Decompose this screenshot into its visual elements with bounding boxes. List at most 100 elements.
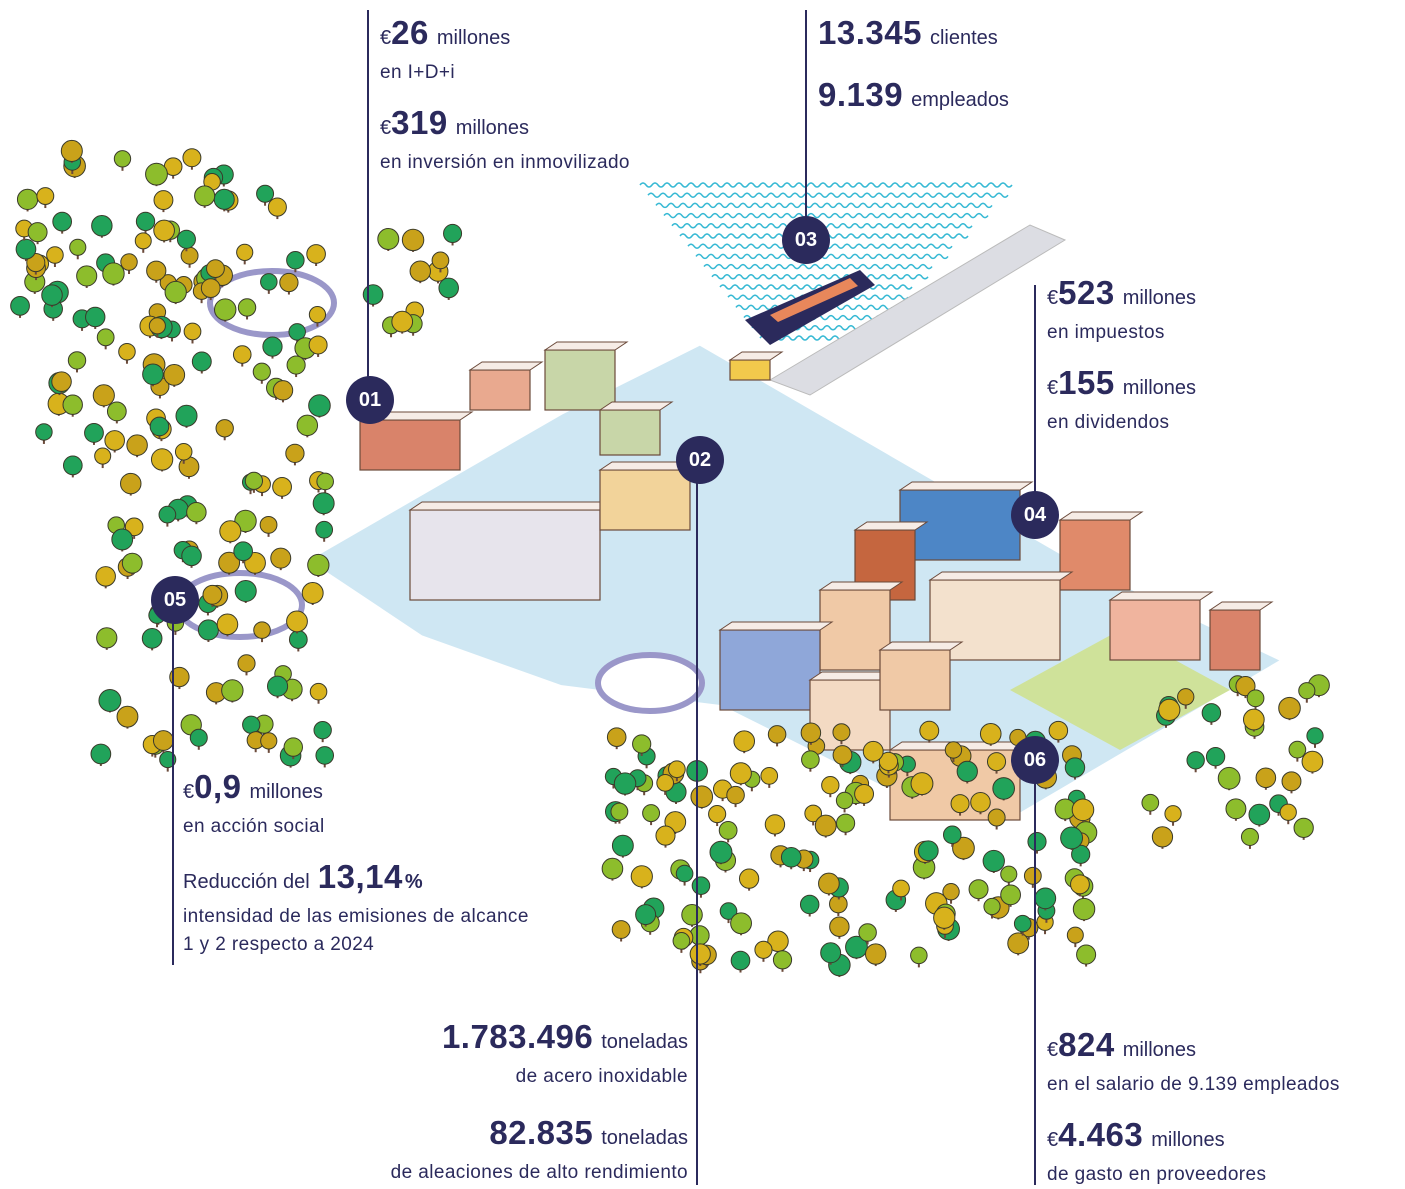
currency-symbol: € <box>183 781 194 803</box>
stat-description: de gasto en proveedores <box>1047 1161 1266 1189</box>
wave <box>640 183 1012 187</box>
tree <box>17 189 37 209</box>
wave <box>712 275 928 279</box>
building <box>360 420 460 470</box>
tree <box>314 721 331 738</box>
tree <box>980 723 1001 744</box>
tree <box>866 944 886 964</box>
building <box>730 360 770 380</box>
building-roof <box>470 362 542 370</box>
tree <box>313 493 334 514</box>
tree <box>1178 689 1194 705</box>
water <box>640 183 1012 340</box>
tree <box>268 198 286 216</box>
tree <box>217 614 238 635</box>
tree <box>92 216 112 236</box>
stat-headline: €4.463millones <box>1047 1116 1266 1161</box>
tree <box>1067 927 1083 943</box>
tree <box>63 456 82 475</box>
tree <box>273 381 292 400</box>
tree <box>121 473 141 493</box>
tree <box>117 706 138 727</box>
tree <box>187 502 206 521</box>
marker-label: 05 <box>164 589 186 611</box>
tree <box>280 273 298 291</box>
tree <box>1279 697 1301 719</box>
building <box>600 410 660 455</box>
tree <box>233 346 251 364</box>
tree <box>673 933 690 950</box>
tree <box>260 516 277 533</box>
tree <box>444 224 462 242</box>
tree <box>243 716 260 733</box>
tree <box>934 907 955 928</box>
tree <box>945 742 961 758</box>
tree <box>1282 772 1301 791</box>
tree <box>190 729 207 746</box>
tree <box>657 775 674 792</box>
tree <box>122 553 142 573</box>
tree <box>988 809 1005 826</box>
tree <box>42 285 63 306</box>
tree <box>316 521 333 538</box>
building-roof <box>1210 602 1272 610</box>
building <box>1210 610 1260 670</box>
tree <box>920 721 939 740</box>
tree <box>147 261 166 280</box>
wave <box>648 193 1008 197</box>
tree <box>263 337 282 356</box>
tree <box>1307 728 1323 744</box>
marker-badge: 01 <box>346 376 394 424</box>
stat-value: 82.835 <box>489 1114 593 1151</box>
building-roof <box>930 572 1072 580</box>
tree <box>146 163 168 185</box>
currency-symbol: € <box>1047 287 1058 309</box>
stat-description: en I+D+i <box>380 59 510 87</box>
building-roof <box>720 622 832 630</box>
tree <box>308 554 329 575</box>
tree <box>86 307 105 326</box>
tree <box>136 212 154 230</box>
tree <box>97 329 114 346</box>
tree <box>690 944 710 964</box>
tree <box>761 768 778 785</box>
tree <box>1152 827 1172 847</box>
wave <box>704 265 932 269</box>
tree <box>207 260 225 278</box>
tree <box>70 239 86 255</box>
stat-unit: millones <box>1151 1129 1224 1151</box>
tree <box>201 279 220 298</box>
stat-description: en acción social <box>183 813 325 841</box>
tree <box>855 784 874 803</box>
tree <box>261 274 278 291</box>
tree <box>149 318 165 334</box>
stat-unit: clientes <box>930 27 998 49</box>
stat-value: 523 <box>1058 274 1115 311</box>
stat-description: 1 y 2 respecto a 2024 <box>183 931 529 959</box>
tree <box>1280 804 1296 820</box>
tree <box>182 546 202 566</box>
tree <box>216 420 233 437</box>
tree <box>1049 721 1068 740</box>
illustration: 010203040506 <box>0 0 1405 1189</box>
stat-unit: millones <box>456 117 529 139</box>
tree <box>1001 866 1017 882</box>
building-roof <box>600 402 672 410</box>
tree <box>316 747 334 765</box>
stat: Reducción del13,14%intensidad de las emi… <box>183 858 529 959</box>
tree <box>957 761 977 781</box>
tree <box>837 814 855 832</box>
tree <box>730 763 751 784</box>
tree <box>159 506 176 523</box>
tree <box>439 278 459 298</box>
tree <box>254 622 271 639</box>
building-roof <box>545 342 627 350</box>
tree <box>768 726 786 744</box>
tree <box>911 947 928 964</box>
building <box>470 370 530 410</box>
tree <box>91 744 111 764</box>
tree <box>198 620 218 640</box>
